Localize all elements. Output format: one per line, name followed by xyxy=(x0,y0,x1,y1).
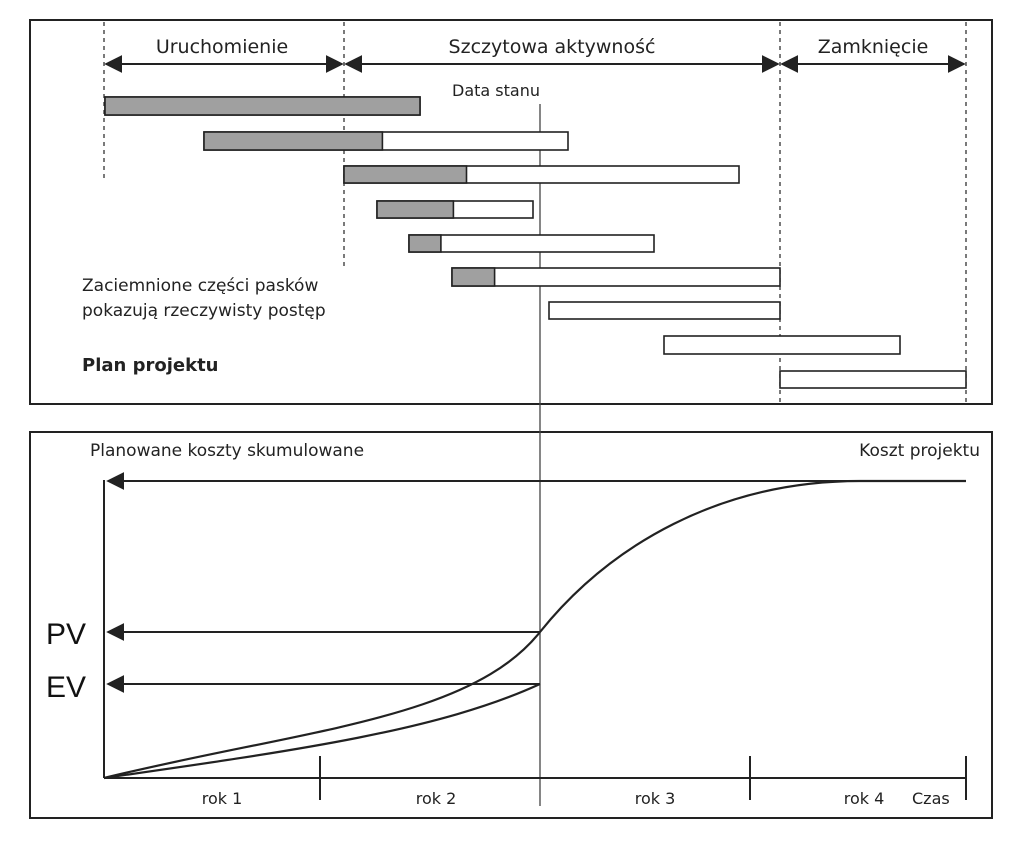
task-bar-5 xyxy=(408,234,655,253)
year-ticks xyxy=(319,756,967,800)
time-axis-label: Czas xyxy=(912,789,950,808)
earned-value-curve xyxy=(103,683,541,780)
gantt-bars xyxy=(104,96,967,389)
project-cost-label: Koszt projektu xyxy=(859,441,980,461)
year-label-3: rok 3 xyxy=(635,789,676,808)
note-line-2: pokazują rzeczywisty postęp xyxy=(82,301,326,321)
year-label-2: rok 2 xyxy=(416,789,457,808)
phase-startup-label: Uruchomienie xyxy=(156,36,288,58)
task-progress-1 xyxy=(104,96,421,116)
year-label-1: rok 1 xyxy=(202,789,243,808)
task-progress-3 xyxy=(343,165,468,184)
task-progress-5 xyxy=(408,234,442,253)
task-bar-8 xyxy=(663,335,901,355)
task-bar-6 xyxy=(451,267,781,287)
task-bar-7 xyxy=(548,301,781,320)
ev-label: EV xyxy=(46,671,86,704)
task-progress-4 xyxy=(376,200,455,219)
phase-closing-label: Zamknięcie xyxy=(818,36,929,58)
task-progress-2 xyxy=(203,131,384,151)
cumulative-cost-label: Planowane koszty skumulowane xyxy=(90,441,364,461)
note-line-1: Zaciemnione części pasków xyxy=(82,276,318,296)
task-bar-9 xyxy=(779,370,967,389)
gantt-panel xyxy=(29,19,993,405)
plan-label: Plan projektu xyxy=(82,355,219,376)
cost-panel xyxy=(29,431,993,819)
planned-cost-curve xyxy=(103,479,966,780)
pv-label: PV xyxy=(46,618,86,651)
task-progress-6 xyxy=(451,267,496,287)
phase-peak-label: Szczytowa aktywność xyxy=(449,36,656,58)
status-date-label: Data stanu xyxy=(452,81,540,100)
year-label-4: rok 4 xyxy=(844,789,885,808)
